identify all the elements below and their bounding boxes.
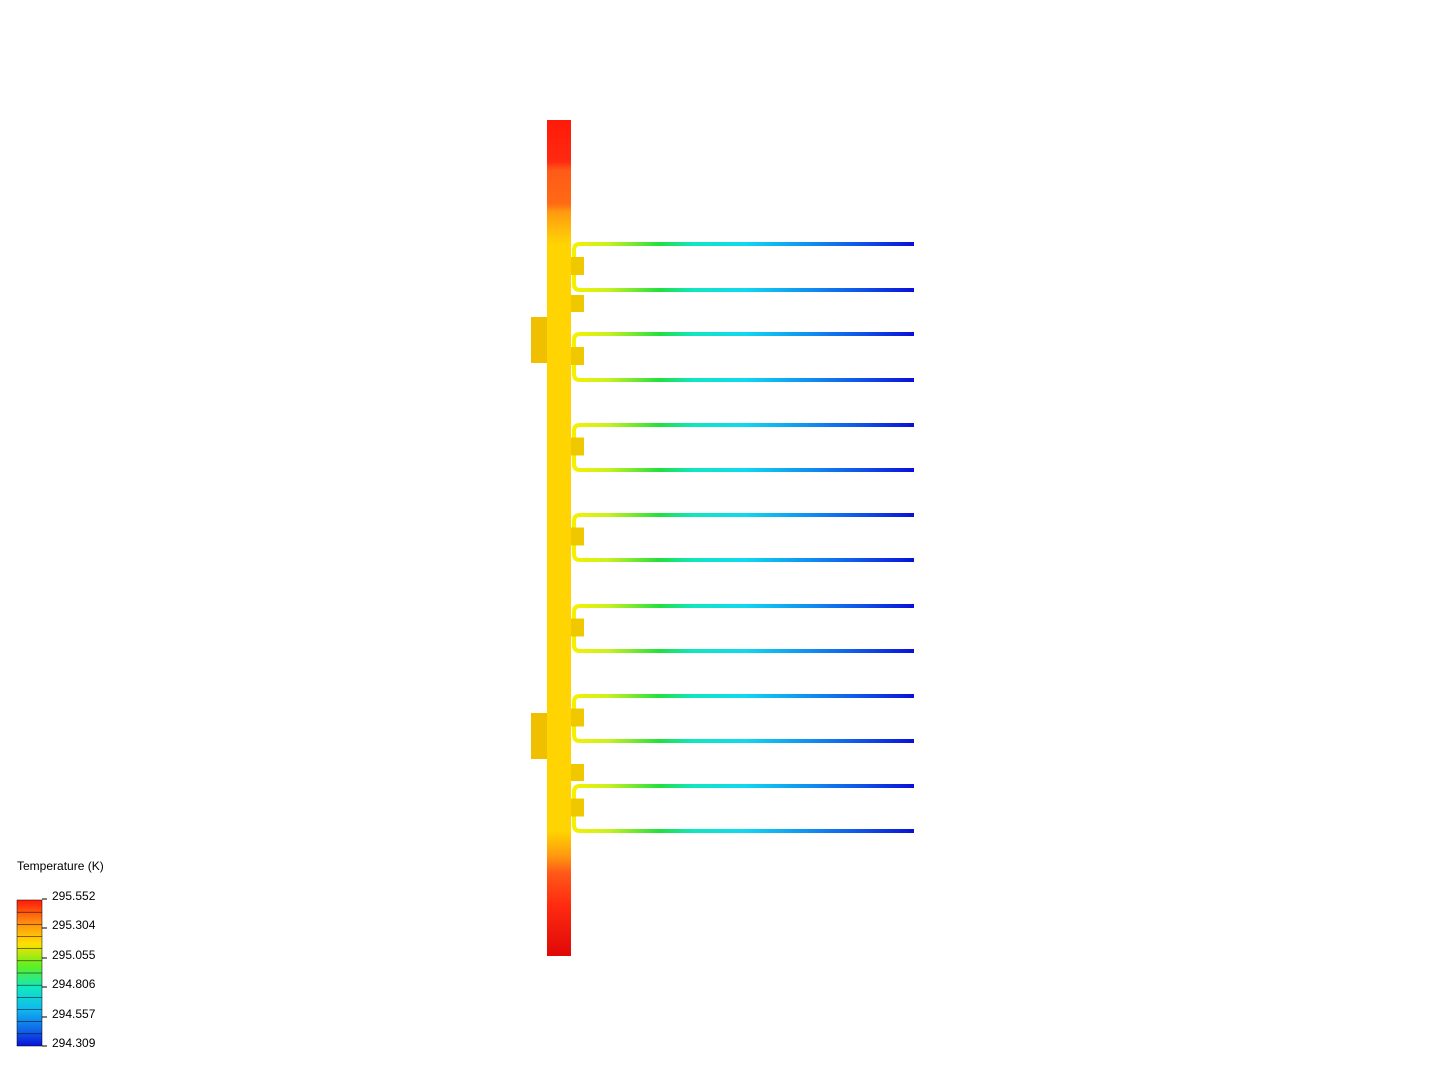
legend-title: Temperature (K) [17, 859, 104, 873]
pipe-loop [572, 513, 914, 562]
pipe-stub [571, 618, 584, 637]
model [531, 120, 914, 956]
pipe-stub [571, 708, 584, 727]
pipe-loop [572, 423, 914, 472]
legend-label: 295.552 [52, 889, 96, 903]
pipe-loop [572, 604, 914, 653]
legend-label: 294.557 [52, 1007, 96, 1021]
pipe-stub [571, 437, 584, 456]
flange [531, 317, 548, 363]
pipe-stub [571, 295, 584, 312]
manifold [547, 120, 571, 956]
pipe-stub [571, 527, 584, 546]
legend-label: 294.806 [52, 977, 96, 991]
pipe-stub [571, 257, 584, 275]
legend-label: 295.055 [52, 948, 96, 962]
pipe-stub [571, 798, 584, 817]
flange [531, 713, 548, 759]
pipe-loop [572, 242, 914, 292]
pipe-loop [572, 784, 914, 833]
pipe-loop [572, 332, 914, 382]
pipe-loop [572, 694, 914, 743]
pipe-stub [571, 347, 584, 365]
legend: Temperature (K) 295.552 295.304 295.055 294… [16, 859, 104, 1050]
legend-label: 295.304 [52, 918, 96, 932]
legend-label: 294.309 [52, 1036, 96, 1050]
pipe-stub [571, 764, 584, 781]
